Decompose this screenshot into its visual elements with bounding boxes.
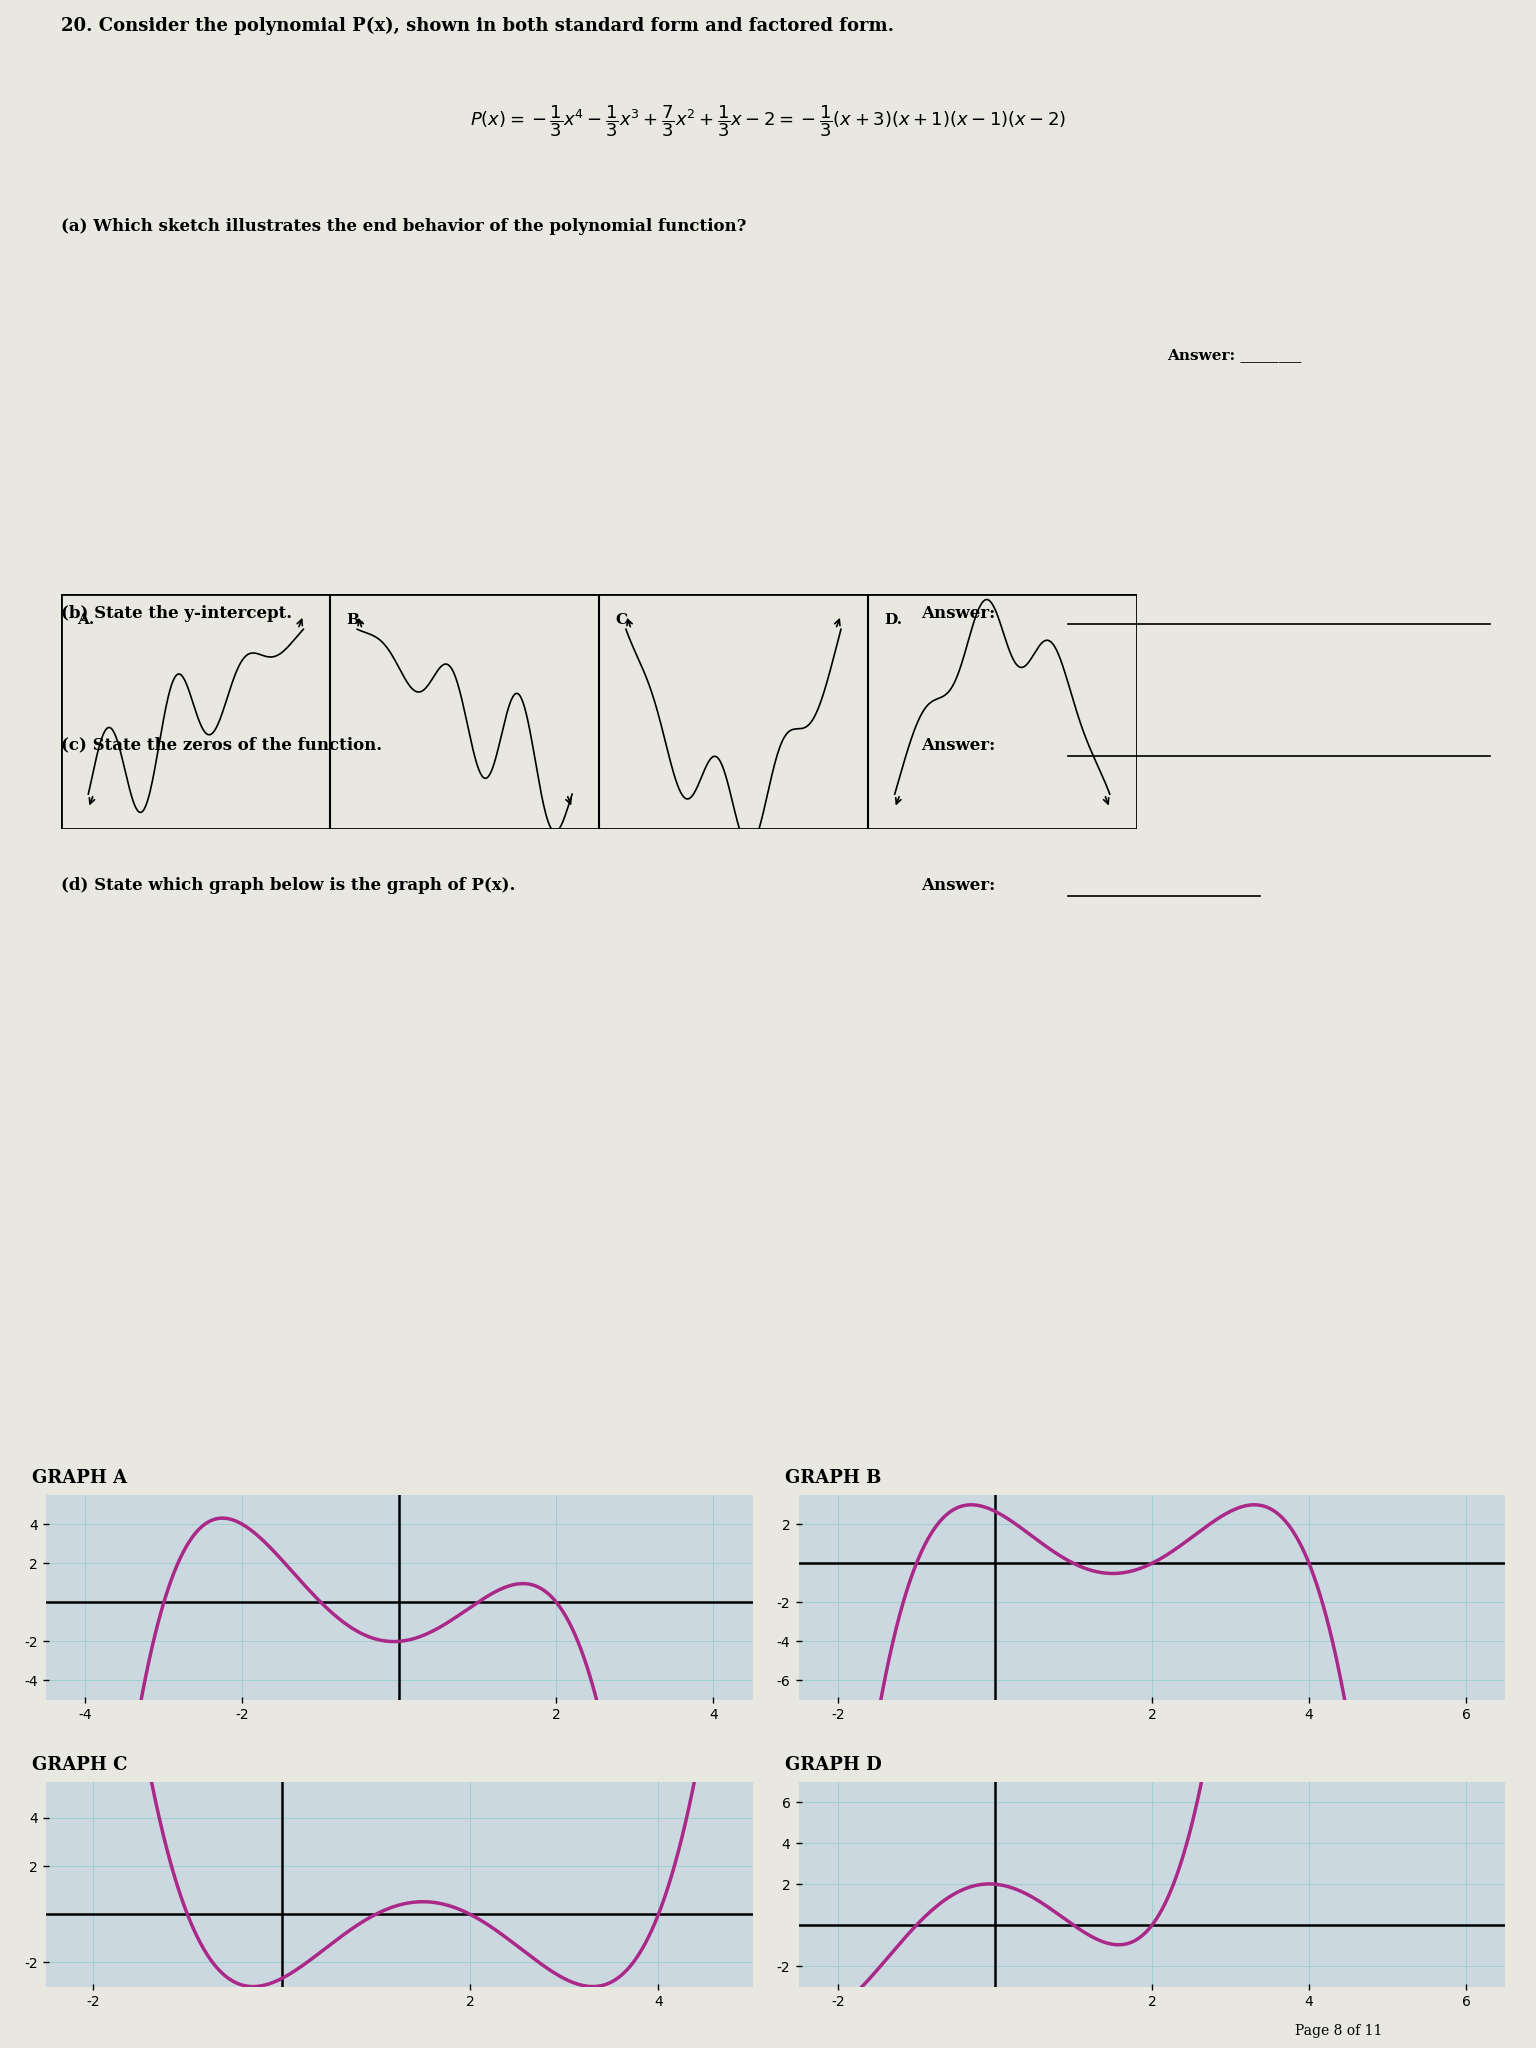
Text: Answer:: Answer:: [922, 737, 995, 754]
Text: (b) State the y-intercept.: (b) State the y-intercept.: [61, 604, 292, 623]
Text: (d) State which graph below is the graph of P(x).: (d) State which graph below is the graph…: [61, 877, 516, 895]
Text: GRAPH D: GRAPH D: [785, 1755, 882, 1774]
Text: A.: A.: [77, 612, 95, 627]
Text: Page 8 of 11: Page 8 of 11: [1295, 2023, 1382, 2038]
Text: GRAPH C: GRAPH C: [32, 1755, 127, 1774]
Text: Answer:: Answer:: [922, 877, 995, 895]
Text: B.: B.: [346, 612, 364, 627]
Text: Answer: ________: Answer: ________: [1167, 348, 1301, 362]
Text: D.: D.: [883, 612, 902, 627]
Text: (a) Which sketch illustrates the end behavior of the polynomial function?: (a) Which sketch illustrates the end beh…: [61, 217, 746, 236]
Text: 20. Consider the polynomial P(x), shown in both standard form and factored form.: 20. Consider the polynomial P(x), shown …: [61, 16, 894, 35]
Text: GRAPH A: GRAPH A: [32, 1468, 127, 1487]
Text: GRAPH B: GRAPH B: [785, 1468, 882, 1487]
Text: (c) State the zeros of the function.: (c) State the zeros of the function.: [61, 737, 382, 754]
Text: Answer:: Answer:: [922, 604, 995, 623]
Text: $P(x)=-\dfrac{1}{3}x^4-\dfrac{1}{3}x^3+\dfrac{7}{3}x^2+\dfrac{1}{3}x-2=-\dfrac{1: $P(x)=-\dfrac{1}{3}x^4-\dfrac{1}{3}x^3+\…: [470, 102, 1066, 139]
Text: C.: C.: [614, 612, 633, 627]
